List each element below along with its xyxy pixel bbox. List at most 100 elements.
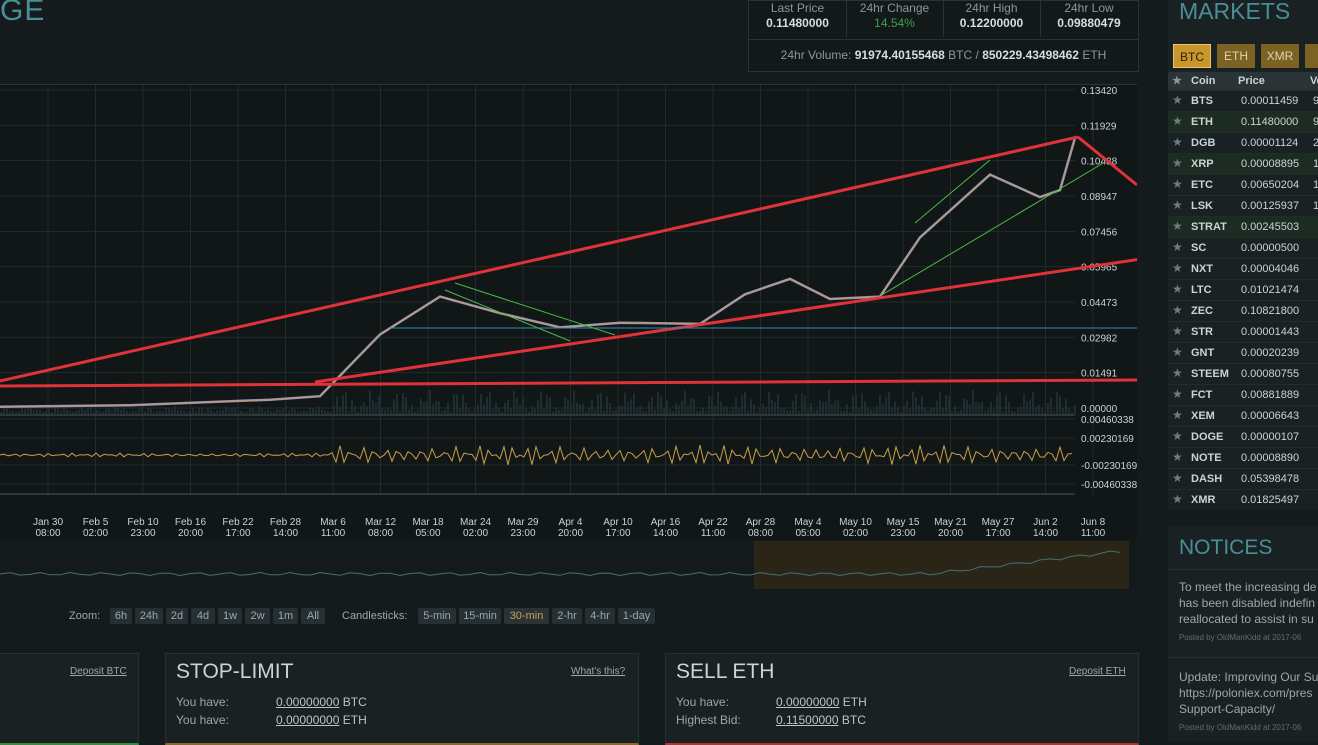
volume-bar (126, 411, 128, 414)
tab-btc[interactable]: BTC (1173, 44, 1211, 68)
candle-5min-button[interactable]: 5-min (418, 608, 456, 624)
highest-bid-value[interactable]: 0.11500000 (776, 713, 839, 727)
star-icon[interactable]: ★ (1172, 492, 1183, 506)
market-row[interactable]: ★ ETH 0.11480000 9 (1168, 111, 1318, 132)
balance-value[interactable]: 0.00000000 (276, 695, 340, 709)
candle-15min-button[interactable]: 15-min (459, 608, 501, 624)
zoom-2w-button[interactable]: 2w (245, 608, 270, 624)
market-row[interactable]: ★ BTS 0.00011459 9 (1168, 90, 1318, 111)
volume-bar (339, 407, 341, 414)
volume-bar (663, 407, 665, 414)
star-icon[interactable]: ★ (1172, 219, 1183, 233)
market-row[interactable]: ★ STRAT 0.00245503 (1168, 216, 1318, 237)
market-price: 0.00008890 (1241, 452, 1300, 464)
notice-link[interactable]: Support-Capacity/ (1179, 702, 1276, 716)
divider (1168, 569, 1318, 570)
col-volume[interactable]: Vo (1310, 75, 1318, 87)
star-icon[interactable]: ★ (1172, 303, 1183, 317)
volume-bar (897, 406, 899, 414)
volume-bar (1041, 408, 1043, 414)
zoom-2d-button[interactable]: 2d (166, 608, 188, 624)
candle-30min-button[interactable]: 30-min (504, 608, 549, 624)
zoom-1m-button[interactable]: 1m (273, 608, 298, 624)
volume-bar (747, 410, 749, 414)
deposit-eth-link[interactable]: Deposit ETH (1069, 666, 1126, 677)
x-tick-date: Feb 5 (83, 517, 109, 528)
whats-this-link[interactable]: What's this? (571, 666, 626, 677)
market-row[interactable]: ★ GNT 0.00020239 (1168, 342, 1318, 363)
star-icon[interactable]: ★ (1172, 324, 1183, 338)
zoom-1w-button[interactable]: 1w (218, 608, 242, 624)
market-row[interactable]: ★ ETC 0.00650204 1 (1168, 174, 1318, 195)
x-tick-date: Apr 22 (698, 517, 728, 528)
star-icon[interactable]: ★ (1172, 261, 1183, 275)
star-icon[interactable]: ★ (1172, 471, 1183, 485)
market-row[interactable]: ★ STR 0.00001443 (1168, 321, 1318, 342)
tab-more[interactable] (1305, 44, 1318, 68)
market-row[interactable]: ★ XEM 0.00006643 (1168, 405, 1318, 426)
star-icon[interactable]: ★ (1172, 387, 1183, 401)
volume-bar (99, 411, 101, 414)
star-icon[interactable]: ★ (1172, 198, 1183, 212)
price-chart-area[interactable]: 0.13420 0.11929 0.10438 0.08947 0.07456 0.059… (0, 84, 1216, 590)
col-coin[interactable]: Coin (1191, 75, 1216, 87)
notice-link[interactable]: https://poloniex.com/pres (1179, 686, 1313, 700)
volume-bar (978, 403, 980, 414)
star-icon[interactable]: ★ (1172, 345, 1183, 359)
candle-1day-button[interactable]: 1-day (618, 608, 655, 624)
volume-bar (159, 411, 161, 414)
volume-bar (162, 411, 164, 414)
candle-2hr-button[interactable]: 2-hr (552, 608, 582, 624)
star-icon[interactable]: ★ (1172, 429, 1183, 443)
star-icon[interactable]: ★ (1172, 156, 1183, 170)
market-row[interactable]: ★ FCT 0.00881889 (1168, 384, 1318, 405)
tab-eth[interactable]: ETH (1217, 44, 1255, 68)
zoom-all-button[interactable]: All (301, 608, 325, 624)
star-icon[interactable]: ★ (1172, 408, 1183, 422)
market-row[interactable]: ★ LSK 0.00125937 1 (1168, 195, 1318, 216)
market-row[interactable]: ★ XRP 0.00008895 1 (1168, 153, 1318, 174)
candle-4hr-button[interactable]: 4-hr (585, 608, 615, 624)
volume-bar (927, 410, 929, 414)
tab-xmr[interactable]: XMR (1261, 44, 1299, 68)
chart-background (0, 85, 1075, 495)
star-icon[interactable]: ★ (1172, 282, 1183, 296)
volume-bar (321, 409, 323, 414)
volume-bar (915, 397, 917, 414)
star-icon[interactable]: ★ (1172, 366, 1183, 380)
volume-bar (216, 410, 218, 414)
volume-bar (690, 397, 692, 414)
star-icon[interactable]: ★ (1172, 177, 1183, 191)
market-row[interactable]: ★ DGB 0.00001124 2 (1168, 132, 1318, 153)
zoom-6h-button[interactable]: 6h (110, 608, 132, 624)
market-row[interactable]: ★ NOTE 0.00008890 (1168, 447, 1318, 468)
market-row[interactable]: ★ LTC 0.01021474 (1168, 279, 1318, 300)
market-row[interactable]: ★ STEEM 0.00080755 (1168, 363, 1318, 384)
balance-value[interactable]: 0.00000000 (276, 713, 340, 727)
market-price: 0.00245503 (1241, 221, 1300, 233)
market-row[interactable]: ★ DOGE 0.00000107 (1168, 426, 1318, 447)
deposit-btc-link[interactable]: Deposit BTC (70, 666, 127, 677)
star-icon[interactable]: ★ (1172, 240, 1183, 254)
volume-bar (318, 406, 320, 414)
star-icon[interactable]: ★ (1172, 93, 1183, 107)
market-row[interactable]: ★ SC 0.00000500 (1168, 237, 1318, 258)
star-icon[interactable]: ★ (1172, 135, 1183, 149)
star-icon[interactable]: ★ (1172, 114, 1183, 128)
balance-unit: BTC (342, 695, 367, 709)
volume-bar (33, 410, 35, 414)
zoom-4d-button[interactable]: 4d (191, 608, 215, 624)
market-row[interactable]: ★ ZEC 0.10821800 (1168, 300, 1318, 321)
star-icon[interactable]: ★ (1172, 450, 1183, 464)
notice-line: To meet the increasing de (1179, 580, 1317, 594)
price-chart[interactable]: 0.13420 0.11929 0.10438 0.08947 0.07456 0.059… (0, 85, 1216, 590)
balance-value[interactable]: 0.00000000 (776, 695, 840, 709)
zoom-24h-button[interactable]: 24h (135, 608, 163, 624)
market-row[interactable]: ★ NXT 0.00004046 (1168, 258, 1318, 279)
col-price[interactable]: Price (1238, 75, 1265, 87)
market-row[interactable]: ★ DASH 0.05398478 (1168, 468, 1318, 489)
markets-title: MARKETS (1179, 0, 1291, 24)
market-row[interactable]: ★ XMR 0.01825497 (1168, 489, 1318, 510)
volume-bar (585, 411, 587, 414)
volume-bar (195, 411, 197, 414)
